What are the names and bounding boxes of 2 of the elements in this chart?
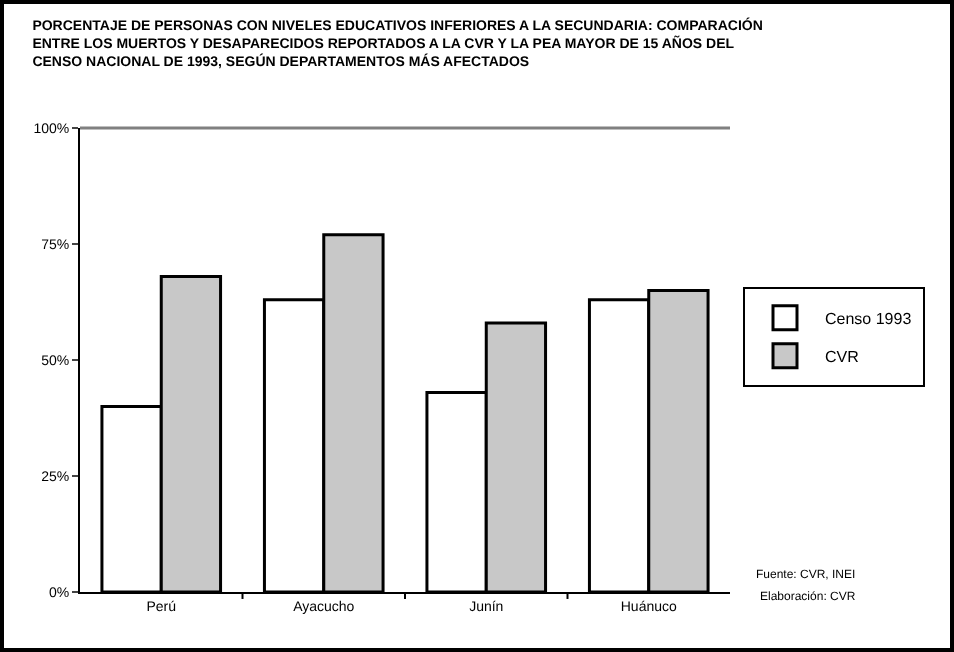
legend-label: Censo 1993 bbox=[825, 310, 913, 329]
legend-label: CVR bbox=[825, 348, 860, 367]
